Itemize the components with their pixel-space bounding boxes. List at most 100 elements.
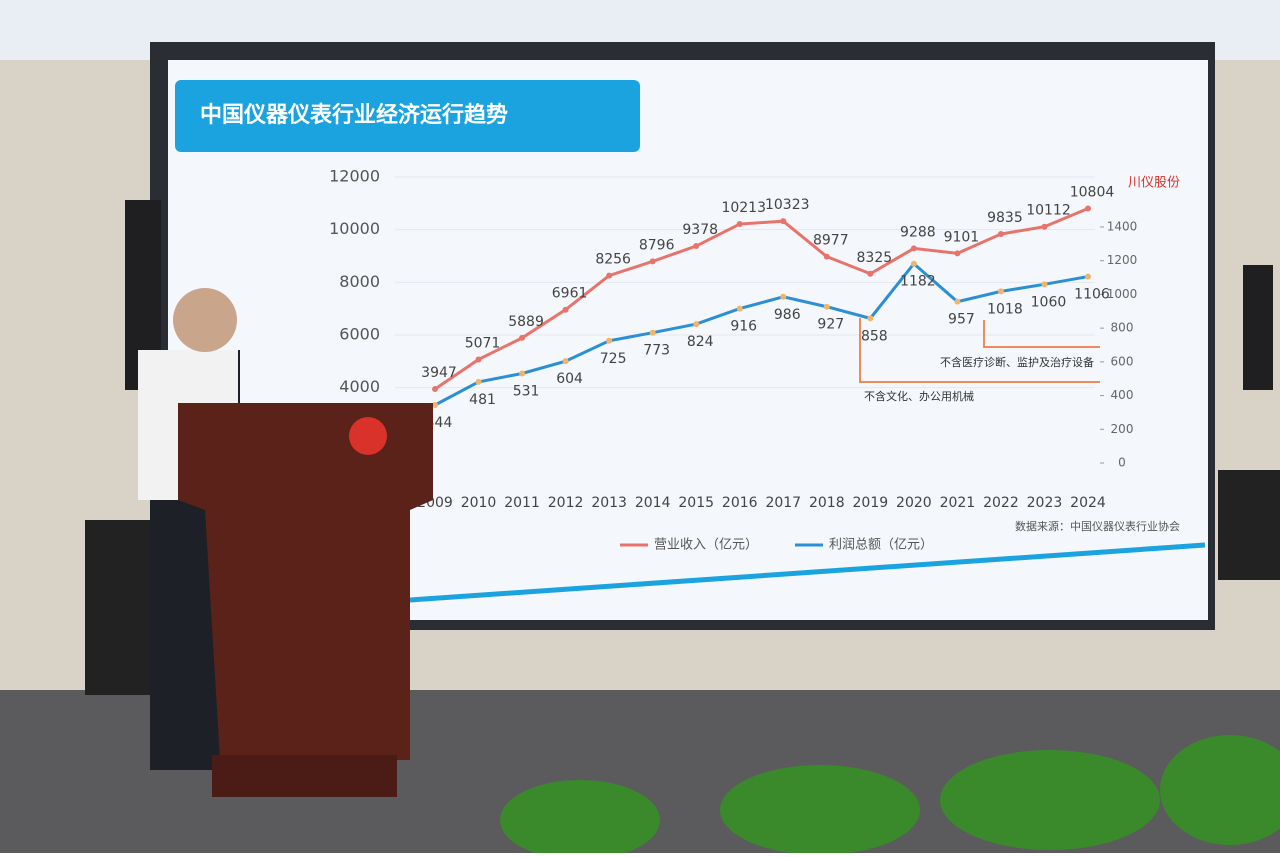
data-point <box>475 356 482 363</box>
data-label: 9835 <box>987 210 1023 226</box>
data-label: 5889 <box>508 314 544 330</box>
y-tick-label: 6000 <box>339 325 380 344</box>
data-point <box>562 358 569 365</box>
x-tick-label: 2022 <box>983 495 1019 511</box>
annotation-bracket <box>859 318 1100 383</box>
data-label: 1182 <box>900 274 936 290</box>
data-label: 725 <box>600 351 627 367</box>
plant <box>500 780 660 857</box>
y-tick-label: 10000 <box>329 219 380 238</box>
y-tick-label: 8000 <box>339 272 380 291</box>
speaker <box>1243 265 1273 390</box>
data-point <box>519 334 526 341</box>
data-point <box>693 243 700 250</box>
data-point <box>606 337 613 344</box>
data-point <box>780 293 787 300</box>
data-label: 8796 <box>639 237 675 253</box>
series-line <box>434 207 1089 391</box>
data-point <box>997 288 1004 295</box>
y2-tick-label: 1200 <box>1107 253 1138 267</box>
y2-tick-label: 600 <box>1111 354 1134 368</box>
series-line <box>434 261 1089 407</box>
data-label: 916 <box>730 319 757 335</box>
podium-base <box>212 755 397 797</box>
data-point <box>867 270 874 277</box>
x-tick-label: 2013 <box>591 495 627 511</box>
x-tick-label: 2018 <box>809 495 845 511</box>
data-point <box>910 245 917 252</box>
plant <box>1160 735 1280 845</box>
data-point <box>1085 273 1091 280</box>
data-point <box>997 231 1004 238</box>
podium-logo <box>349 417 387 455</box>
data-label: 5071 <box>465 335 501 351</box>
data-point <box>1041 281 1048 288</box>
data-label: 927 <box>817 317 844 333</box>
y2-tick-label: 1400 <box>1107 220 1138 234</box>
y2-tick-label: 400 <box>1111 388 1134 402</box>
data-label: 481 <box>469 392 496 408</box>
data-label: 8256 <box>595 252 631 268</box>
data-label: 986 <box>774 307 801 323</box>
x-tick-label: 2021 <box>940 495 976 511</box>
podium <box>178 403 433 760</box>
y2-tick-label: 1000 <box>1107 287 1138 301</box>
data-label: 531 <box>513 383 540 399</box>
annotation-bracket <box>983 320 1100 348</box>
data-point <box>1085 205 1091 212</box>
data-point <box>432 386 438 393</box>
plant <box>940 750 1160 850</box>
x-tick-label: 2016 <box>722 495 758 511</box>
data-label: 9101 <box>944 229 980 245</box>
data-point <box>736 221 743 228</box>
data-label: 1106 <box>1074 287 1110 303</box>
y2-tick-label: 0 <box>1118 456 1126 470</box>
data-label: 957 <box>948 312 975 328</box>
data-label: 8325 <box>857 250 893 266</box>
data-label: 10112 <box>1026 203 1071 219</box>
data-point <box>954 298 961 305</box>
title-banner <box>175 80 640 152</box>
data-point <box>823 303 830 310</box>
x-tick-label: 2010 <box>461 495 497 511</box>
data-point <box>780 218 787 225</box>
data-point <box>693 321 700 328</box>
data-point <box>432 402 438 409</box>
legend-label: 利润总额（亿元） <box>829 538 933 553</box>
data-point <box>867 315 874 322</box>
logo: 川仪股份 <box>1128 176 1180 191</box>
speaker-base <box>1218 470 1280 580</box>
x-tick-label: 2024 <box>1070 495 1106 511</box>
y-tick-label: 12000 <box>329 167 380 186</box>
data-label: 604 <box>556 371 583 387</box>
person-head <box>173 288 237 352</box>
data-label: 1060 <box>1031 294 1067 310</box>
data-label: 773 <box>643 343 670 359</box>
plant <box>720 765 920 855</box>
data-label: 858 <box>861 328 888 344</box>
data-label: 6961 <box>552 286 588 302</box>
data-point <box>823 253 830 260</box>
legend-label: 营业收入（亿元） <box>654 538 758 553</box>
data-label: 1018 <box>987 301 1023 317</box>
screen-stripe <box>409 542 1206 603</box>
x-tick-label: 2023 <box>1027 495 1063 511</box>
data-label: 8977 <box>813 233 849 249</box>
x-tick-label: 2015 <box>678 495 714 511</box>
data-point <box>954 250 961 257</box>
y2-tick-label: 800 <box>1111 321 1134 335</box>
data-point <box>910 260 917 267</box>
data-label: 9288 <box>900 224 936 240</box>
chart-title: 中国仪器仪表行业经济运行趋势 <box>200 102 508 128</box>
data-point <box>736 305 743 312</box>
data-label: 9378 <box>682 222 718 238</box>
data-label: 824 <box>687 334 714 350</box>
x-tick-label: 2017 <box>765 495 801 511</box>
data-point <box>519 370 526 377</box>
source-note: 数据来源：中国仪器仪表行业协会 <box>1015 519 1180 533</box>
x-tick-label: 2019 <box>853 495 889 511</box>
data-point <box>649 258 656 265</box>
data-label: 10804 <box>1070 184 1115 200</box>
data-point <box>649 329 656 336</box>
